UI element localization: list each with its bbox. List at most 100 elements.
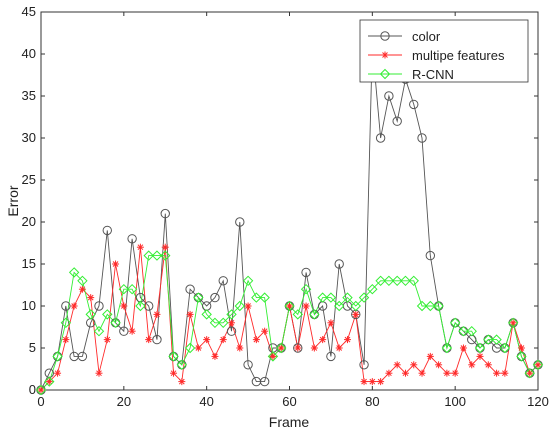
data-point-diamond <box>102 309 113 320</box>
data-point-diamond <box>342 292 353 303</box>
data-point-star <box>194 344 202 352</box>
data-point-star <box>95 369 103 377</box>
data-point-diamond <box>234 300 246 312</box>
data-point-circle <box>94 301 104 311</box>
data-point-diamond <box>209 317 221 329</box>
x-tick-label: 100 <box>444 394 466 409</box>
data-point-diamond <box>77 275 88 287</box>
data-point-star <box>401 369 409 377</box>
data-point-star <box>170 369 178 377</box>
data-point-diamond <box>433 300 444 312</box>
data-point-diamond <box>251 292 262 303</box>
data-point-star <box>87 294 95 302</box>
data-point-diamond <box>317 292 328 303</box>
data-point-diamond <box>375 275 386 287</box>
data-point-star <box>37 386 45 394</box>
data-point-star <box>211 352 219 360</box>
y-tick-label: 30 <box>22 130 36 145</box>
data-point-diamond <box>416 300 428 312</box>
data-point-star <box>145 336 153 344</box>
data-point-star <box>286 302 293 310</box>
data-point-star <box>451 369 459 377</box>
axis-ticks: 0 20 40 60 80 100 120 0 5 10 15 20 25 30 35 40 45 <box>22 4 549 409</box>
data-point-diamond <box>441 342 453 354</box>
data-point-diamond <box>379 68 391 80</box>
y-tick-label: 45 <box>22 4 36 19</box>
data-point-circle <box>218 276 228 286</box>
data-point-star <box>203 336 211 344</box>
x-tick-label: 20 <box>117 394 131 409</box>
data-point-star <box>459 344 467 352</box>
data-point-star <box>468 361 476 369</box>
series-markers-1 <box>37 243 542 394</box>
y-tick-label: 10 <box>22 298 36 313</box>
data-point-diamond <box>292 309 303 320</box>
data-point-circle <box>380 31 390 41</box>
data-point-circle <box>185 284 195 294</box>
data-point-diamond <box>168 351 179 362</box>
data-point-diamond <box>483 334 494 345</box>
data-point-star <box>509 319 517 327</box>
data-point-diamond <box>267 351 279 362</box>
data-point-diamond <box>333 300 345 312</box>
data-point-star <box>294 344 302 352</box>
data-point-star <box>381 51 389 59</box>
data-point-diamond <box>259 292 270 303</box>
data-point-star <box>501 369 509 377</box>
data-point-star <box>161 243 169 251</box>
data-point-star <box>352 310 360 318</box>
x-tick-label: 0 <box>37 394 44 409</box>
x-tick-label: 80 <box>365 394 379 409</box>
data-point-star <box>54 369 62 377</box>
data-point-star <box>327 319 335 327</box>
data-point-circle <box>392 116 402 126</box>
data-point-diamond <box>93 325 105 337</box>
data-point-circle <box>77 351 88 362</box>
y-tick-label: 20 <box>22 214 36 229</box>
x-tick-label: 120 <box>527 394 549 409</box>
data-point-diamond <box>242 275 254 287</box>
legend-box <box>359 19 529 83</box>
data-point-circle <box>210 292 220 303</box>
legend: color multipe features R-CNN <box>359 19 529 83</box>
data-point-diamond <box>193 292 204 303</box>
data-point-diamond <box>160 250 171 261</box>
data-point-circle <box>243 360 253 370</box>
data-point-diamond <box>52 351 63 362</box>
data-point-circle <box>160 208 170 219</box>
data-point-star <box>186 310 194 318</box>
data-point-circle <box>326 351 336 362</box>
data-point-star <box>343 336 351 344</box>
data-point-circle <box>359 360 369 370</box>
data-point-diamond <box>358 292 370 303</box>
data-point-star <box>335 344 343 352</box>
data-point-star <box>128 327 136 335</box>
data-point-circle <box>293 343 303 353</box>
data-point-star <box>120 302 128 310</box>
x-axis-label: Frame <box>269 414 310 430</box>
data-point-star <box>70 302 78 310</box>
data-point-star <box>78 285 86 293</box>
data-point-star <box>252 336 260 344</box>
data-point-diamond <box>499 342 511 354</box>
data-point-diamond <box>391 275 403 287</box>
data-point-circle <box>119 326 129 336</box>
data-point-circle <box>375 133 386 143</box>
data-point-circle <box>417 133 427 143</box>
y-axis-label: Error <box>5 185 21 216</box>
data-point-star <box>153 310 161 318</box>
data-point-diamond <box>284 300 295 312</box>
data-point-diamond <box>60 317 72 329</box>
y-tick-label: 25 <box>22 172 36 187</box>
data-point-star <box>277 344 285 352</box>
data-point-star <box>410 361 418 369</box>
data-point-star <box>319 336 327 344</box>
data-point-diamond <box>118 283 130 295</box>
data-point-diamond <box>201 309 212 320</box>
data-point-circle <box>235 217 245 227</box>
data-point-star <box>517 344 525 352</box>
data-point-star <box>484 361 492 369</box>
data-point-star <box>385 369 393 377</box>
data-point-diamond <box>276 342 287 354</box>
